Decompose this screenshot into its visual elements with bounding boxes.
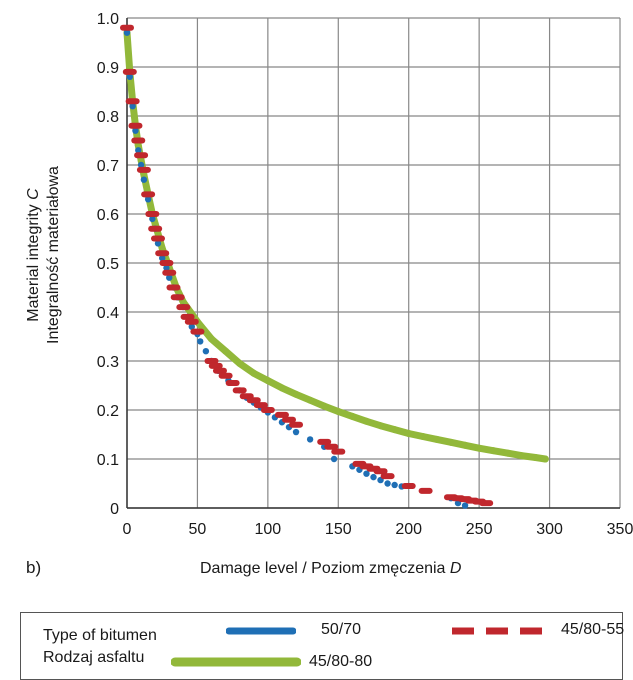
point-50-70 bbox=[123, 29, 131, 36]
y-tick-label: 0.2 bbox=[97, 403, 119, 420]
point-45-80-80 bbox=[134, 141, 142, 149]
x-tick-label: 300 bbox=[536, 521, 563, 538]
point-50-70 bbox=[129, 103, 136, 110]
y-tick-label: 0.7 bbox=[97, 158, 119, 175]
point-45-80-80 bbox=[306, 396, 314, 404]
point-50-70 bbox=[202, 348, 210, 355]
legend-title-line1: Type of bitumen bbox=[43, 627, 157, 644]
panel-label: b) bbox=[26, 558, 42, 577]
y-tick-label: 0 bbox=[110, 501, 119, 518]
point-50-70 bbox=[159, 254, 166, 262]
x-axis-label: Damage level / Poziom zmęczenia D bbox=[200, 560, 461, 578]
point-45-80-80 bbox=[419, 432, 427, 440]
legend: Type of bitumen Rodzaj asfaltu 50/70 45/… bbox=[20, 612, 625, 680]
point-45-80-80 bbox=[292, 390, 300, 398]
legend-label-45-80-80: 45/80-80 bbox=[309, 653, 373, 670]
point-45-80-80 bbox=[517, 452, 525, 460]
point-50-70 bbox=[149, 215, 156, 223]
point-50-70 bbox=[144, 196, 152, 203]
y-tick-label: 0.1 bbox=[97, 452, 119, 469]
point-50-70 bbox=[384, 480, 391, 487]
y-tick-label: 0.5 bbox=[97, 256, 119, 273]
legend-swatch-50-70 bbox=[226, 627, 296, 635]
point-50-70 bbox=[188, 323, 195, 330]
x-axis-label-var: D bbox=[449, 560, 462, 577]
y-axis-label-text: Material integrity bbox=[25, 200, 42, 322]
point-45-80-80 bbox=[531, 454, 539, 462]
point-45-80-80 bbox=[264, 377, 272, 385]
point-45-80-80 bbox=[348, 412, 356, 420]
point-50-70 bbox=[135, 147, 142, 154]
point-45-80-80 bbox=[140, 171, 148, 179]
point-45-80-80 bbox=[475, 444, 483, 452]
x-tick-label: 250 bbox=[466, 521, 493, 538]
point-45-80-80 bbox=[391, 426, 399, 434]
point-45-80-80 bbox=[137, 156, 145, 164]
point-50-70 bbox=[137, 161, 145, 169]
point-45-80-80 bbox=[541, 455, 549, 463]
point-50-70 bbox=[292, 428, 300, 436]
grid-lines bbox=[126, 17, 621, 509]
tick-labels: 0 50 100 150 200 250 300 350 0 0.1 0.2 0.3 0.4 0.5 0.6… bbox=[97, 11, 633, 538]
legend-swatch-45-80-80 bbox=[171, 657, 301, 667]
x-tick-label: 150 bbox=[325, 521, 352, 538]
point-50-70 bbox=[166, 274, 173, 281]
legend-label-45-80-55: 45/80-55 bbox=[561, 621, 625, 638]
x-tick-label: 350 bbox=[607, 521, 633, 538]
point-45-80-80 bbox=[179, 298, 187, 306]
legend-title: Type of bitumen Rodzaj asfaltu bbox=[43, 625, 157, 669]
y-tick-label: 0.4 bbox=[97, 305, 119, 322]
legend-swatch-45-80-55 bbox=[452, 627, 546, 635]
point-45-80-80 bbox=[158, 244, 166, 252]
y-tick-label: 0.9 bbox=[97, 60, 119, 77]
point-45-80-80 bbox=[461, 441, 469, 449]
point-50-70 bbox=[140, 176, 148, 183]
point-45-80-80 bbox=[222, 347, 230, 355]
y-axis-label-var: C bbox=[25, 188, 42, 200]
x-axis-label-text: Damage level / Poziom zmęczenia bbox=[200, 560, 450, 577]
series-line-45-80-80 bbox=[123, 29, 549, 463]
y-tick-label: 0.6 bbox=[97, 207, 119, 224]
x-tick-label: 50 bbox=[189, 521, 207, 538]
point-50-70 bbox=[154, 240, 162, 247]
point-45-80-80 bbox=[320, 402, 328, 410]
point-50-70 bbox=[461, 502, 469, 509]
y-tick-label: 1.0 bbox=[97, 11, 119, 28]
point-45-80-80 bbox=[503, 449, 511, 457]
point-50-70 bbox=[370, 473, 377, 481]
point-50-70 bbox=[330, 455, 338, 463]
point-50-70 bbox=[306, 436, 314, 443]
point-50-70 bbox=[126, 73, 134, 81]
point-45-80-80 bbox=[377, 422, 385, 430]
point-45-80-80 bbox=[334, 407, 342, 415]
y-axis-label-line2: Integralność materiałowa bbox=[45, 166, 62, 344]
point-45-80-80 bbox=[362, 417, 370, 425]
point-45-80-80 bbox=[151, 220, 159, 228]
point-45-80-80 bbox=[489, 447, 497, 455]
point-50-70 bbox=[163, 264, 170, 272]
point-45-80-80 bbox=[250, 369, 258, 377]
legend-label-50-70: 50/70 bbox=[321, 621, 362, 638]
point-50-70 bbox=[197, 338, 204, 345]
chart: 0 50 100 150 200 250 300 350 0 0.1 0.2 0.3 0.4 0.5 0.6… bbox=[25, 11, 633, 538]
y-tick-label: 0.3 bbox=[97, 354, 119, 371]
legend-title-line2: Rodzaj asfaltu bbox=[43, 649, 145, 666]
point-50-70 bbox=[391, 481, 398, 489]
point-45-80-80 bbox=[236, 359, 244, 367]
point-45-80-80 bbox=[278, 384, 286, 392]
point-45-80-80 bbox=[186, 308, 194, 316]
x-tick-label: 0 bbox=[123, 521, 132, 538]
point-50-70 bbox=[132, 127, 139, 134]
y-tick-label: 0.8 bbox=[97, 109, 119, 126]
x-tick-label: 100 bbox=[255, 521, 282, 538]
point-50-70 bbox=[363, 470, 370, 477]
data-series bbox=[120, 24, 549, 509]
point-45-80-80 bbox=[447, 438, 455, 446]
point-45-80-80 bbox=[208, 335, 216, 343]
point-45-80-80 bbox=[405, 430, 413, 438]
x-tick-label: 200 bbox=[395, 521, 422, 538]
y-axis-label-line1: Material integrity C bbox=[25, 188, 42, 322]
point-45-80-80 bbox=[433, 435, 441, 443]
